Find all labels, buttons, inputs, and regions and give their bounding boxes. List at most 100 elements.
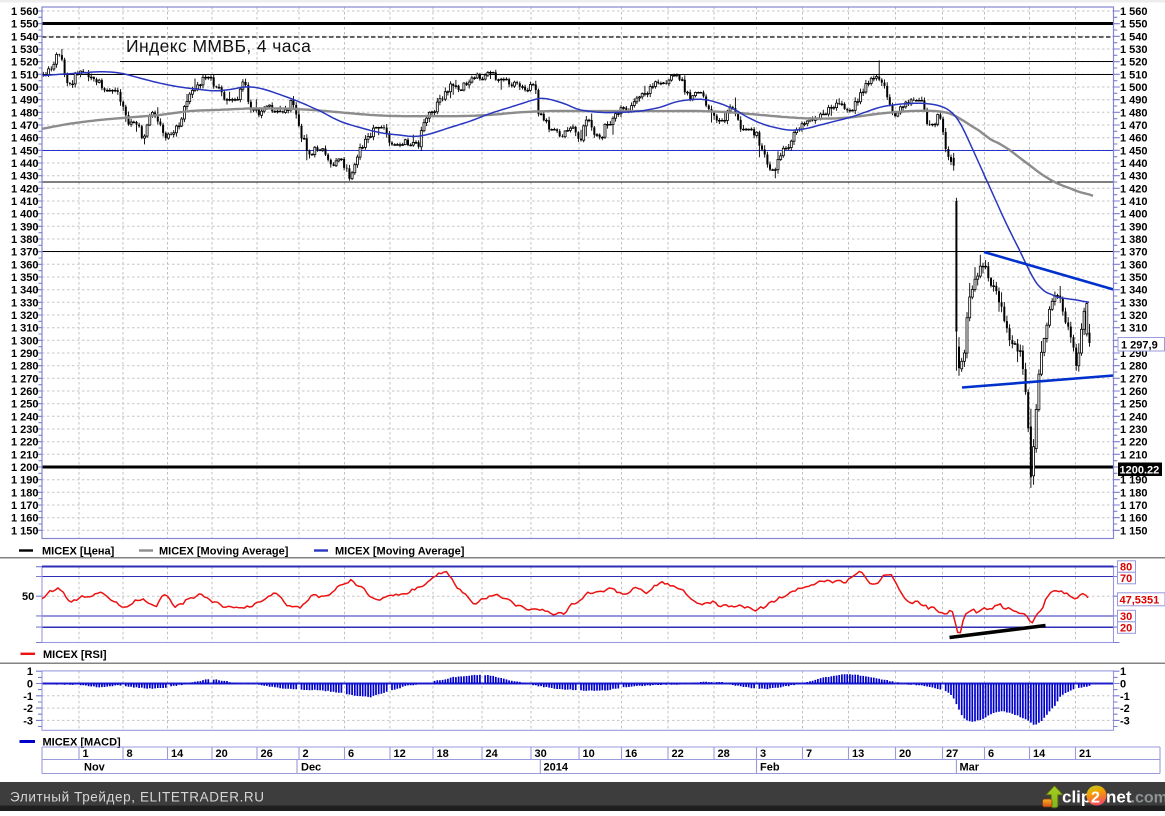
svg-text:1 200: 1 200 (11, 462, 39, 474)
svg-text:1 550: 1 550 (11, 19, 39, 31)
svg-text:1 470: 1 470 (11, 120, 39, 132)
svg-text:1 270: 1 270 (1120, 373, 1148, 385)
svg-text:1 470: 1 470 (1120, 120, 1148, 132)
svg-text:1 180: 1 180 (1120, 487, 1148, 499)
svg-text:Nov: Nov (84, 762, 106, 774)
svg-text:-1: -1 (1120, 691, 1130, 703)
svg-text:13: 13 (852, 748, 864, 760)
svg-text:1 360: 1 360 (1120, 259, 1148, 271)
svg-text:16: 16 (625, 748, 637, 760)
svg-text:1 160: 1 160 (1120, 513, 1148, 525)
svg-text:21: 21 (1079, 748, 1091, 760)
svg-text:1 440: 1 440 (1120, 158, 1148, 170)
svg-text:-2: -2 (1120, 703, 1130, 715)
svg-text:1 550: 1 550 (1120, 19, 1148, 31)
svg-text:net: net (1106, 788, 1132, 807)
svg-text:1 180: 1 180 (11, 487, 39, 499)
svg-text:1 280: 1 280 (1120, 361, 1148, 373)
svg-text:1 310: 1 310 (11, 323, 39, 335)
svg-text:0: 0 (27, 679, 33, 691)
svg-text:1 520: 1 520 (11, 57, 39, 69)
svg-text:1 297,9: 1 297,9 (1121, 339, 1158, 351)
svg-text:26: 26 (261, 748, 273, 760)
svg-text:14: 14 (171, 748, 184, 760)
svg-text:50: 50 (22, 591, 34, 603)
svg-text:1 450: 1 450 (1120, 145, 1148, 157)
svg-text:3: 3 (760, 748, 766, 760)
svg-text:MICEX [Moving Average]: MICEX [Moving Average] (335, 546, 465, 558)
svg-text:1 510: 1 510 (1120, 69, 1148, 81)
svg-text:MICEX [RSI]: MICEX [RSI] (43, 649, 107, 661)
svg-text:1 430: 1 430 (1120, 171, 1148, 183)
svg-text:10: 10 (583, 748, 595, 760)
svg-text:1 340: 1 340 (1120, 285, 1148, 297)
svg-text:7: 7 (806, 748, 812, 760)
svg-text:1: 1 (1120, 666, 1126, 678)
svg-text:2: 2 (303, 748, 309, 760)
svg-text:1 270: 1 270 (11, 373, 39, 385)
svg-text:1 230: 1 230 (1120, 424, 1148, 436)
svg-text:1 190: 1 190 (11, 475, 39, 487)
svg-text:1 150: 1 150 (1120, 525, 1148, 537)
svg-text:8: 8 (127, 748, 133, 760)
svg-text:2: 2 (1091, 790, 1100, 807)
svg-text:1 400: 1 400 (1120, 209, 1148, 221)
svg-text:1 320: 1 320 (1120, 310, 1148, 322)
svg-text:1 410: 1 410 (1120, 196, 1148, 208)
svg-text:2014: 2014 (544, 762, 569, 774)
svg-text:1 380: 1 380 (1120, 234, 1148, 246)
svg-text:22: 22 (672, 748, 684, 760)
svg-text:-3: -3 (1120, 715, 1130, 727)
svg-text:1 170: 1 170 (1120, 500, 1148, 512)
svg-text:1 190: 1 190 (1120, 475, 1148, 487)
svg-text:.com: .com (1131, 790, 1165, 807)
svg-text:1 330: 1 330 (1120, 297, 1148, 309)
svg-text:1 440: 1 440 (11, 158, 39, 170)
svg-text:1 250: 1 250 (11, 399, 39, 411)
svg-text:1 150: 1 150 (11, 525, 39, 537)
svg-text:1 290: 1 290 (11, 348, 39, 360)
svg-text:-1: -1 (23, 691, 33, 703)
svg-text:1 390: 1 390 (1120, 221, 1148, 233)
svg-text:1 160: 1 160 (11, 513, 39, 525)
svg-text:20: 20 (216, 748, 228, 760)
svg-text:1 560: 1 560 (1120, 6, 1148, 18)
svg-text:1 430: 1 430 (11, 171, 39, 183)
svg-text:1 370: 1 370 (1120, 247, 1148, 259)
svg-text:Feb: Feb (760, 762, 780, 774)
svg-text:1 240: 1 240 (1120, 411, 1148, 423)
svg-text:1 520: 1 520 (1120, 57, 1148, 69)
svg-text:1 500: 1 500 (11, 82, 39, 94)
svg-text:1 420: 1 420 (11, 183, 39, 195)
svg-text:1 170: 1 170 (11, 500, 39, 512)
svg-text:1 320: 1 320 (11, 310, 39, 322)
svg-text:1 230: 1 230 (11, 424, 39, 436)
svg-text:1 540: 1 540 (11, 31, 39, 43)
svg-text:1 350: 1 350 (1120, 272, 1148, 284)
svg-text:1 210: 1 210 (11, 449, 39, 461)
svg-text:14: 14 (1033, 748, 1046, 760)
svg-text:1 220: 1 220 (1120, 437, 1148, 449)
svg-text:1 510: 1 510 (11, 69, 39, 81)
svg-text:1 250: 1 250 (1120, 399, 1148, 411)
svg-text:1 480: 1 480 (1120, 107, 1148, 119)
svg-text:1200.22: 1200.22 (1120, 464, 1160, 476)
svg-text:-3: -3 (23, 715, 33, 727)
svg-text:1 460: 1 460 (11, 133, 39, 145)
svg-text:30: 30 (535, 748, 547, 760)
svg-text:1 210: 1 210 (1120, 449, 1148, 461)
svg-text:1 220: 1 220 (11, 437, 39, 449)
svg-text:Индекс ММВБ, 4 часа: Индекс ММВБ, 4 часа (126, 36, 311, 56)
svg-text:1 400: 1 400 (11, 209, 39, 221)
svg-text:1: 1 (27, 666, 33, 678)
svg-text:Элитный Трейдер, ELITETRADER.R: Элитный Трейдер, ELITETRADER.RU (10, 790, 265, 805)
svg-text:24: 24 (486, 748, 499, 760)
svg-text:1 260: 1 260 (1120, 386, 1148, 398)
svg-text:1 490: 1 490 (1120, 95, 1148, 107)
svg-text:0: 0 (1120, 679, 1126, 691)
svg-text:6: 6 (988, 748, 994, 760)
svg-text:1 280: 1 280 (11, 361, 39, 373)
svg-text:1 480: 1 480 (11, 107, 39, 119)
svg-text:1 310: 1 310 (1120, 323, 1148, 335)
svg-text:1 360: 1 360 (11, 259, 39, 271)
